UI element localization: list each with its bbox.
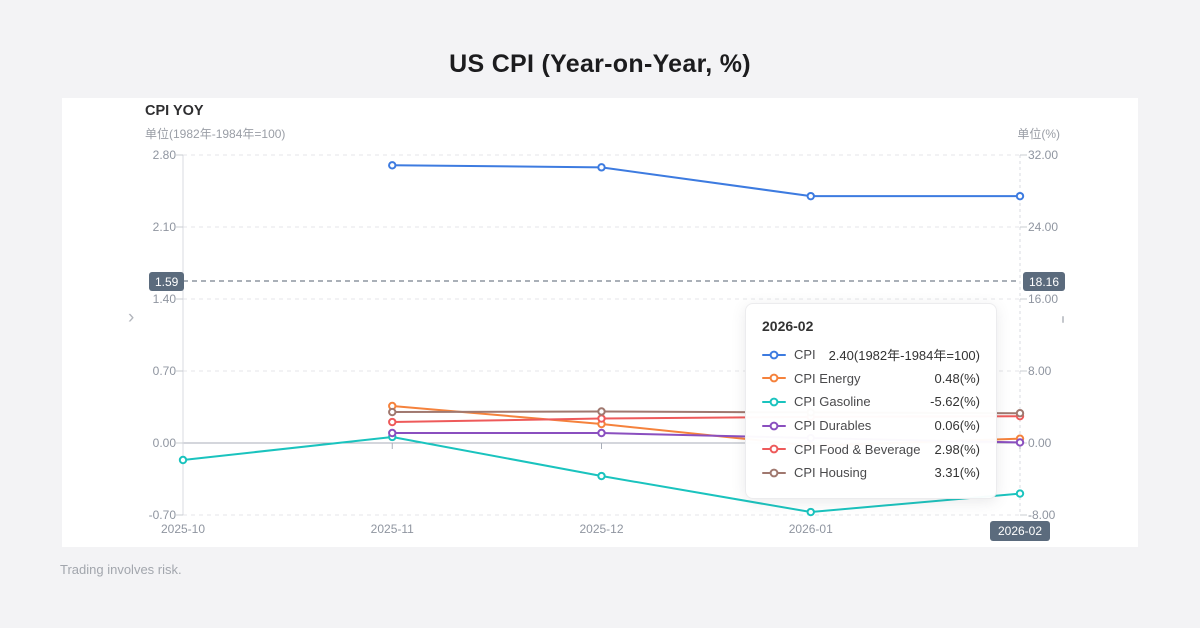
series-marker-icon	[762, 421, 786, 430]
series-point-cpi-food-beverage	[388, 417, 397, 427]
series-point-cpi-housing	[597, 407, 606, 416]
y-axis-right-tick: 0.00	[1028, 436, 1052, 450]
crosshair-left-value-badge: 1.59	[149, 272, 185, 291]
x-axis-tick-label: 2025-12	[579, 522, 624, 536]
crosshair-right-value-badge: 18.16	[1023, 272, 1066, 291]
tooltip-series-name: CPI Durables	[794, 418, 872, 434]
series-point-cpi-gasoline	[1015, 489, 1025, 498]
series-point-cpi	[1015, 191, 1025, 201]
left-axis-unit-label: 单位(1982年-1984年=100)	[145, 127, 286, 141]
series-point-cpi	[388, 161, 397, 170]
series-point-cpi-gasoline	[178, 455, 188, 465]
x-axis-highlight-badge: 2026-02	[989, 521, 1051, 541]
y-axis-right-tick: 32.00	[1028, 148, 1059, 162]
series-marker-icon	[762, 444, 786, 454]
tooltip-series-value: 3.31(%)	[934, 465, 980, 481]
x-axis-tick-label: 2025-11	[370, 522, 414, 536]
y-axis-left-tick: 2.10	[152, 220, 176, 234]
y-axis-left-tick: -0.70	[148, 508, 176, 522]
series-point-cpi-housing	[1015, 409, 1025, 418]
tooltip-row: CPI Gasoline -5.62(%)	[762, 390, 980, 414]
series-point-cpi-durables	[597, 428, 606, 438]
y-axis-left-tick: 0.00	[152, 436, 176, 450]
y-axis-right-tick: 24.00	[1028, 220, 1059, 234]
chevron-right-icon[interactable]: ›	[128, 307, 135, 328]
y-axis-left-tick: 0.70	[152, 364, 176, 378]
series-point-cpi-gasoline	[597, 471, 606, 481]
series-point-cpi	[597, 163, 606, 172]
right-edge-tick-mark	[1062, 316, 1064, 323]
tooltip-series-name: CPI Energy	[794, 370, 861, 386]
series-point-cpi-gasoline	[806, 507, 815, 517]
tooltip-rows: CPI 2.40(1982年-1984年=100) CPI Energy 0.48(%…	[762, 343, 980, 485]
y-axis-left-tick: 2.80	[152, 148, 176, 162]
tooltip-row: CPI Energy 0.48(%)	[762, 367, 980, 391]
x-axis-tick-label: 2026-02	[975, 521, 1065, 541]
y-axis-left-tick: 1.40	[152, 292, 176, 306]
series-point-cpi-housing	[388, 407, 397, 417]
tooltip-row: CPI Food & Beverage 2.98(%)	[762, 437, 980, 461]
right-axis-unit-label: 单位(%)	[1017, 127, 1060, 141]
tooltip-row: CPI Housing 3.31(%)	[762, 461, 980, 485]
disclaimer-text: Trading involves risk.	[60, 562, 182, 577]
tooltip-series-name: CPI Food & Beverage	[794, 441, 921, 457]
chart-title: CPI YOY	[145, 103, 204, 119]
series-point-cpi	[806, 191, 815, 201]
tooltip-series-value: -5.62(%)	[930, 394, 980, 410]
tooltip-date-header: 2026-02	[762, 318, 814, 334]
y-axis-right-tick: 8.00	[1028, 364, 1052, 378]
page-title: US CPI (Year-on-Year, %)	[449, 50, 751, 78]
chart-tooltip: 2026-02 CPI 2.40(1982年-1984年=100) CPI Ener…	[745, 303, 997, 499]
y-axis-right-tick: 16.00	[1028, 292, 1059, 306]
x-axis-tick-label: 2025-10	[160, 522, 206, 536]
tooltip-series-name: CPI Housing	[794, 465, 867, 481]
series-marker-icon	[762, 468, 786, 478]
x-axis-tick-label: 2026-01	[788, 522, 833, 536]
series-marker-icon	[762, 397, 786, 407]
y-axis-right-tick: -8.00	[1028, 508, 1056, 522]
tooltip-row: CPI 2.40(1982年-1984年=100)	[762, 343, 980, 367]
series-line-cpi	[391, 164, 1021, 198]
tooltip-row: CPI Durables 0.06(%)	[762, 414, 980, 438]
tooltip-series-value: 0.06(%)	[934, 418, 980, 434]
tooltip-series-value: 2.40(1982年-1984年=100)	[828, 348, 980, 364]
tooltip-series-name: CPI	[794, 347, 816, 363]
series-point-cpi-food-beverage	[597, 414, 606, 423]
series-point-cpi-durables	[388, 428, 397, 438]
tooltip-series-name: CPI Gasoline	[794, 394, 871, 410]
series-marker-icon	[762, 350, 786, 360]
series-marker-icon	[762, 373, 786, 383]
series-point-cpi-durables	[1015, 438, 1025, 447]
tooltip-series-value: 0.48(%)	[934, 370, 980, 386]
tooltip-series-value: 2.98(%)	[934, 441, 980, 457]
